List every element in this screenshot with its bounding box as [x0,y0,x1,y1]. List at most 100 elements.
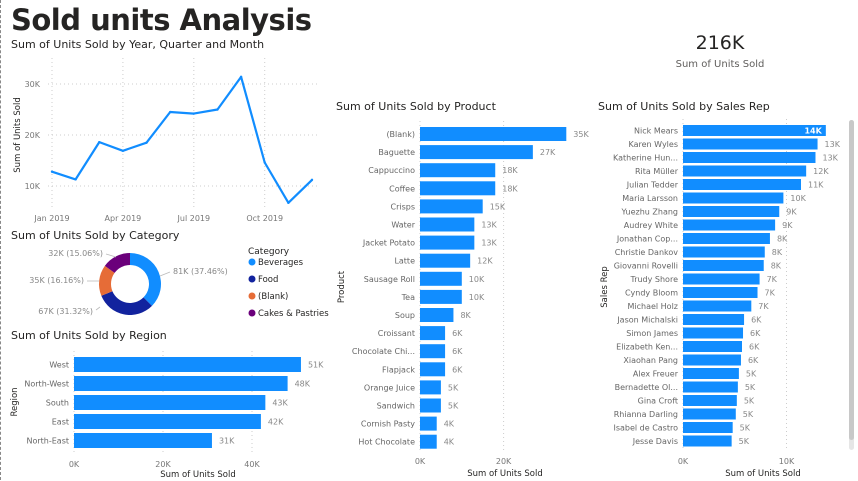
product-category-label: Sausage Roll [364,275,415,284]
product-bar [420,362,446,377]
line-chart-point [192,112,196,115]
product-bar [420,235,475,250]
product-bar [420,434,437,449]
line-chart-y-tick: 10K [25,182,41,191]
line-chart-y-tick: 20K [25,131,41,140]
salesrep-bar [683,273,760,285]
salesrep-data-label: 9K [782,221,793,230]
legend-marker-icon [248,309,256,317]
line-chart-point [50,170,54,173]
product-data-label: 12K [477,257,493,266]
product-category-label: Sandwich [377,402,415,411]
product-y-axis-title: Product [337,270,347,303]
product-category-label: Hot Chocolate [358,438,415,447]
salesrep-data-label: 6K [751,316,762,325]
product-category-label: Soup [395,311,415,320]
region-bar [74,433,212,448]
salesrep-category-label: Cyndy Bloom [625,289,678,298]
product-category-label: Orange Juice [364,383,415,392]
region-data-label: 48K [295,380,311,389]
salesrep-x-tick: 0K [678,457,689,466]
product-data-label: 35K [573,130,589,139]
product-bar [420,271,462,286]
product-data-label: 10K [469,275,485,284]
salesrep-bar [683,435,732,447]
salesrep-category-label: Xiaohan Pang [623,356,678,365]
salesrep-chart-title: Sum of Units Sold by Sales Rep [598,100,770,113]
salesrep-bar [683,219,776,231]
salesrep-bar [683,395,737,406]
product-data-label: 4K [444,420,455,429]
donut-slice-blank [98,265,115,296]
donut-label-leader [95,306,101,311]
region-x-tick: 20K [155,460,171,469]
product-bar [420,289,462,304]
salesrep-bar [683,165,807,177]
salesrep-category-label: Julian Tedder [626,181,679,190]
salesrep-data-label: 7K [765,289,776,298]
salesrep-scrollbar-thumb[interactable] [849,120,854,440]
product-bar [420,398,441,413]
line-chart-point [310,178,314,182]
product-bar [420,380,441,395]
region-y-axis-title: Region [10,387,20,416]
legend-marker-icon [248,292,256,300]
product-category-label: Croissant [378,329,415,338]
salesrep-data-label: 5K [746,370,757,379]
line-chart-x-tick: Jan 2019 [33,214,69,223]
product-bar [420,217,475,232]
product-data-label: 5K [448,383,459,392]
salesrep-data-label: 7K [767,275,778,284]
salesrep-bar [683,246,765,258]
product-bar [420,199,483,214]
product-data-label: 6K [452,365,463,374]
salesrep-category-label: Jonathan Cop... [616,235,678,244]
salesrep-bar [683,381,738,393]
region-category-label: North-East [26,437,69,446]
region-bar [74,395,266,410]
salesrep-data-label: 6K [750,329,761,338]
salesrep-scrollbar[interactable] [849,120,854,450]
product-category-label: Tea [401,293,415,302]
salesrep-category-label: Giovanni Rovelli [614,262,678,271]
legend-marker-icon [248,275,256,283]
salesrep-category-label: Simon James [626,329,678,338]
product-bar [420,344,446,359]
donut-label-leader [159,271,171,277]
salesrep-data-label: 5K [743,410,754,419]
salesrep-bar [683,341,742,352]
region-x-tick: 40K [244,460,260,469]
salesrep-y-axis-title: Sales Rep [600,266,610,307]
salesrep-x-tick: 10K [779,457,795,466]
line-chart-y-axis-title: Sum of Units Sold [13,97,23,172]
salesrep-category-label: Isabel de Castro [613,424,678,433]
product-category-label: Jacket Potato [362,239,415,248]
line-chart-point [121,149,125,153]
line-chart-title: Sum of Units Sold by Year, Quarter and M… [11,38,265,51]
salesrep-bar [683,368,739,379]
salesrep-bar [683,327,744,339]
donut-data-label: 67K (31.32%) [38,307,93,316]
product-x-tick: 20K [496,457,512,466]
legend-item-label: Cakes & Pastries [258,309,329,319]
salesrep-bar [683,314,745,325]
salesrep-data-label: 8K [771,262,782,271]
salesrep-category-label: Michael Holz [627,302,678,311]
line-chart-point [168,110,172,114]
salesrep-bar [683,152,816,163]
donut-slice-beverages [130,253,161,306]
salesrep-category-label: Nick Mears [634,127,678,136]
kpi-card-label: Sum of Units Sold [675,59,765,70]
line-chart-x-tick: Oct 2019 [246,214,283,223]
line-chart-point [216,108,219,111]
salesrep-data-label: 14K [804,127,822,136]
product-data-label: 15K [490,202,506,211]
product-chart-title: Sum of Units Sold by Product [336,100,496,113]
region-data-label: 42K [268,418,284,427]
legend-item-label: Beverages [258,258,304,268]
salesrep-bar [683,260,764,271]
line-chart-point [74,178,77,181]
salesrep-category-label: Jesse Davis [632,437,678,446]
